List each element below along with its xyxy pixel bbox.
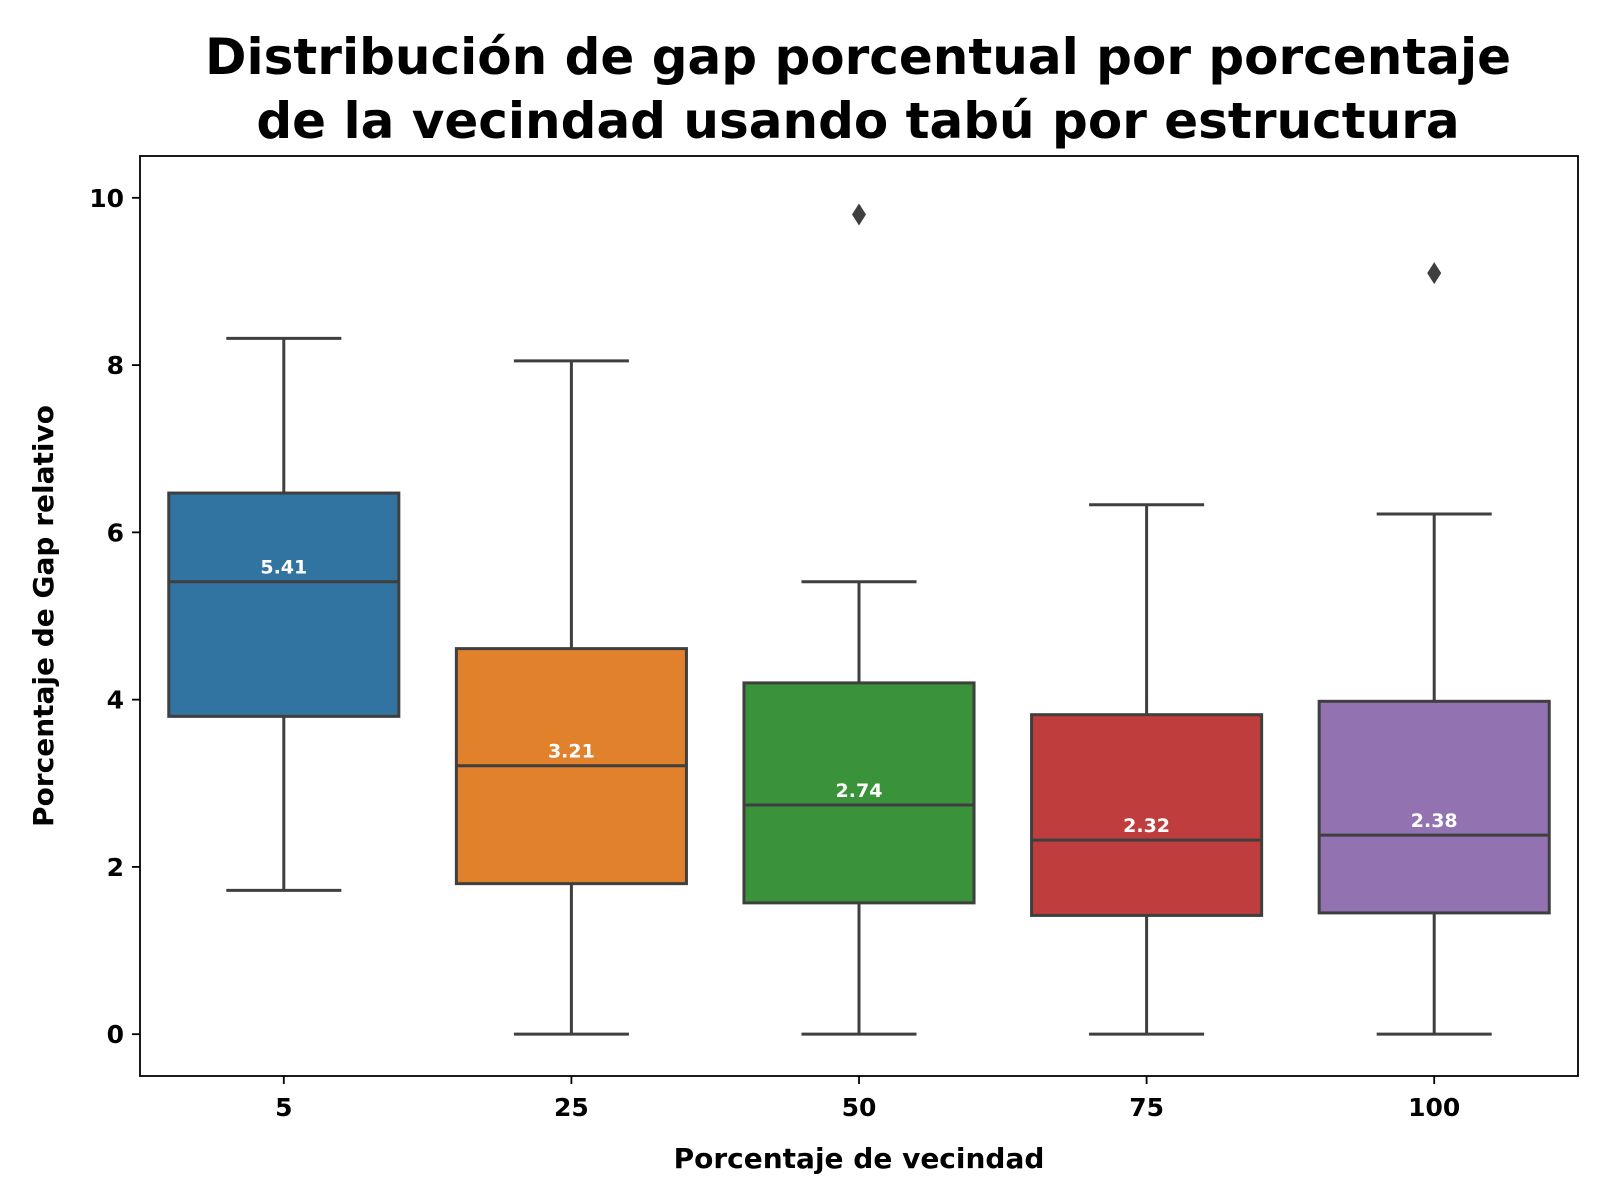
x-tick-label: 100 <box>1408 1093 1460 1122</box>
x-tick-label: 25 <box>554 1093 589 1122</box>
y-tick-label: 0 <box>107 1020 124 1049</box>
plot-frame <box>139 155 1579 1077</box>
x-tick-label: 75 <box>1129 1093 1164 1122</box>
box-iqr <box>742 681 976 905</box>
box-iqr <box>1317 699 1551 915</box>
y-axis-label: Porcentaje de Gap relativo <box>27 405 60 827</box>
box-iqr <box>1030 713 1264 917</box>
x-tick-label: 5 <box>275 1093 292 1122</box>
chart-title-line-2: de la vecindad usando tabú por estructur… <box>256 92 1459 150</box>
box-iqr <box>167 491 401 718</box>
y-tick-label: 2 <box>107 853 124 882</box>
median-label: 2.74 <box>836 780 883 802</box>
y-tick-label: 6 <box>107 518 124 547</box>
median-label: 2.32 <box>1123 815 1170 837</box>
y-tick-label: 4 <box>107 686 124 715</box>
median-label: 3.21 <box>548 741 595 763</box>
outlier-point <box>1427 262 1442 285</box>
x-tick-label: 50 <box>842 1093 877 1122</box>
median-label: 2.38 <box>1411 810 1458 832</box>
x-axis-label: Porcentaje de vecindad <box>674 1142 1045 1175</box>
plot-area: 0 2 4 6 8 10 5 25 50 75 100 5.41 3.21 2.74 2.32 2.38 <box>89 184 1551 1122</box>
y-tick-label: 8 <box>107 351 124 380</box>
outlier-point <box>852 203 866 226</box>
chart-title-line-1: Distribución de gap porcentual por porce… <box>205 28 1511 86</box>
y-tick-label: 10 <box>89 184 124 213</box>
median-label: 5.41 <box>260 557 307 579</box>
